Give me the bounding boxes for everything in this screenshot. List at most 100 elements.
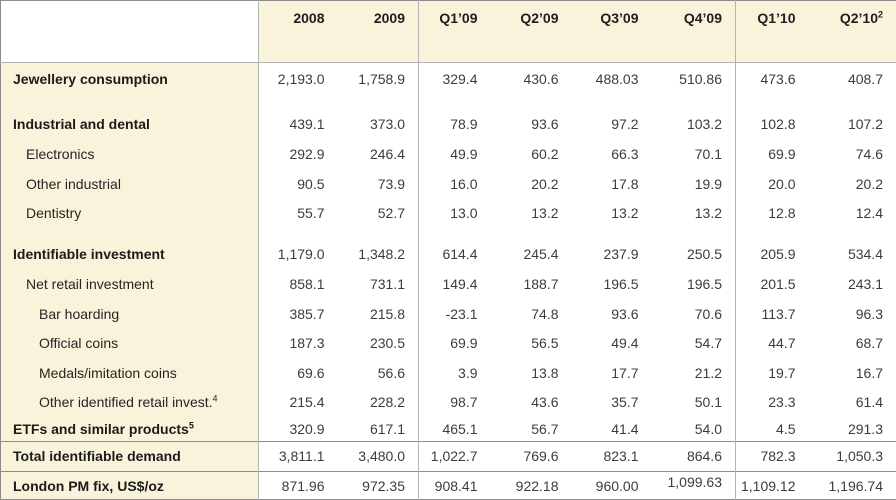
value-cell: 73.9 (337, 168, 419, 199)
value-cell: 56.6 (337, 358, 419, 388)
table-row-total-identifiable-demand: Total identifiable demand 3,811.1 3,480.0 1… (0, 440, 896, 472)
value-cell: 237.9 (571, 239, 652, 270)
value-cell: 93.6 (571, 298, 652, 329)
row-label (0, 228, 259, 240)
value-cell: 149.4 (418, 269, 491, 299)
value-cell: 1,758.9 (337, 62, 419, 96)
value-cell (418, 95, 491, 110)
row-label: Identifiable investment (0, 239, 259, 270)
value-cell: 205.9 (735, 239, 809, 270)
value-cell: 230.5 (337, 328, 419, 359)
value-cell (651, 95, 736, 110)
row-label: Electronics (0, 139, 259, 169)
value-cell: 1,348.2 (337, 239, 419, 270)
table-row-medals-imitation-coins: Medals/imitation coins 69.6 56.6 3.9 13.8 17.… (0, 358, 896, 388)
row-label: Net retail investment (0, 269, 259, 299)
value-cell: 16.0 (418, 168, 491, 199)
table-row-jewellery-consumption: Jewellery consumption 2,193.0 1,758.9 329.4… (0, 62, 896, 96)
value-cell: 329.4 (418, 62, 491, 96)
value-cell: 246.4 (337, 139, 419, 169)
value-cell: 291.3 (808, 416, 896, 442)
value-cell: 228.2 (337, 387, 419, 417)
value-cell: 21.2 (651, 358, 736, 388)
value-cell: 20.2 (490, 168, 572, 199)
row-label-text: Electronics (26, 146, 95, 163)
table-row-other-identified-retail-invest: Other identified retail invest.4 215.4 228… (0, 387, 896, 417)
value-cell: 1,022.7 (418, 440, 491, 472)
value-cell: 43.6 (490, 387, 572, 417)
value-cell: 50.1 (651, 387, 736, 417)
value-cell: 52.7 (337, 198, 419, 229)
row-label-text: Net retail investment (26, 275, 154, 292)
value-cell: 17.8 (571, 168, 652, 199)
row-label-text: Dentistry (26, 205, 82, 222)
value-cell: 13.2 (651, 198, 736, 229)
column-header-5: Q3’09 (571, 0, 652, 63)
table-row-net-retail-investment: Net retail investment 858.1 731.1 149.4 188.… (0, 269, 896, 299)
value-cell: 74.6 (808, 139, 896, 169)
value-cell: 243.1 (808, 269, 896, 299)
value-cell: 201.5 (735, 269, 809, 299)
value-cell: 3,480.0 (337, 440, 419, 472)
row-label-text: Total identifiable demand (13, 448, 181, 465)
value-cell: 488.03 (571, 62, 652, 96)
row-label: ETFs and similar products5 (0, 416, 259, 442)
value-cell: 188.7 (490, 269, 572, 299)
value-cell: 90.5 (258, 168, 338, 199)
value-cell: 430.6 (490, 62, 572, 96)
value-cell: 465.1 (418, 416, 491, 442)
value-cell: 1,099.63 (651, 471, 736, 500)
value-cell: 60.2 (490, 139, 572, 169)
column-header-label: Q1’10 (757, 10, 796, 26)
value-cell: 12.4 (808, 198, 896, 229)
value-cell: 245.4 (490, 239, 572, 270)
value-cell: 1,109.12 (735, 471, 809, 500)
value-cell (490, 95, 572, 110)
column-header-label: Q2’09 (520, 10, 559, 26)
value-cell: 408.7 (808, 62, 896, 96)
value-cell: 56.7 (490, 416, 572, 442)
value-cell: 439.1 (258, 109, 338, 140)
column-header-3: Q1’09 (418, 0, 491, 63)
value-cell: -23.1 (418, 298, 491, 329)
value-cell: 113.7 (735, 298, 809, 329)
value-cell: 97.2 (571, 109, 652, 140)
value-cell: 3.9 (418, 358, 491, 388)
value-cell (571, 95, 652, 110)
row-label-text: Jewellery consumption (13, 71, 168, 88)
table-row-identifiable-investment: Identifiable investment 1,179.0 1,348.2 614… (0, 239, 896, 270)
value-cell (258, 95, 338, 110)
value-cell: 20.0 (735, 168, 809, 199)
value-cell: 823.1 (571, 440, 652, 472)
value-cell: 908.41 (418, 471, 491, 500)
row-label-text: Identifiable investment (13, 246, 165, 263)
value-cell (735, 228, 809, 240)
value-cell: 44.7 (735, 328, 809, 359)
value-cell (808, 95, 896, 110)
value-cell: 960.00 (571, 471, 652, 500)
table-row-london-pm-fix: London PM fix, US$/oz 871.96 972.35 908.41 9… (0, 471, 896, 500)
value-cell: 12.8 (735, 198, 809, 229)
value-cell: 68.7 (808, 328, 896, 359)
row-label: Industrial and dental (0, 109, 259, 140)
row-label: London PM fix, US$/oz (0, 471, 259, 500)
value-cell: 74.8 (490, 298, 572, 329)
corner-cell (0, 0, 259, 63)
value-cell (337, 95, 419, 110)
table-header-row: 2008 2009 Q1’09 Q2’09 Q3’09 Q4’09 Q1’10 Q2’102 (0, 0, 896, 63)
column-header-label: 2009 (373, 10, 405, 26)
value-cell: 864.6 (651, 440, 736, 472)
value-cell: 107.2 (808, 109, 896, 140)
value-cell: 61.4 (808, 387, 896, 417)
value-cell: 70.1 (651, 139, 736, 169)
row-label: Total identifiable demand (0, 440, 259, 472)
value-cell: 373.0 (337, 109, 419, 140)
column-header-label: Q1’09 (439, 10, 478, 26)
table-row-other-industrial: Other industrial 90.5 73.9 16.0 20.2 17.8 19.9… (0, 168, 896, 199)
row-label-text: Medals/imitation coins (39, 365, 177, 381)
value-cell: 1,050.3 (808, 440, 896, 472)
footnote-marker: 4 (212, 393, 218, 404)
table-body: Jewellery consumption 2,193.0 1,758.9 329.4… (0, 62, 896, 500)
table-row-industrial-and-dental: Industrial and dental 439.1 373.0 78.9 93.6 9… (0, 109, 896, 140)
value-cell: 103.2 (651, 109, 736, 140)
